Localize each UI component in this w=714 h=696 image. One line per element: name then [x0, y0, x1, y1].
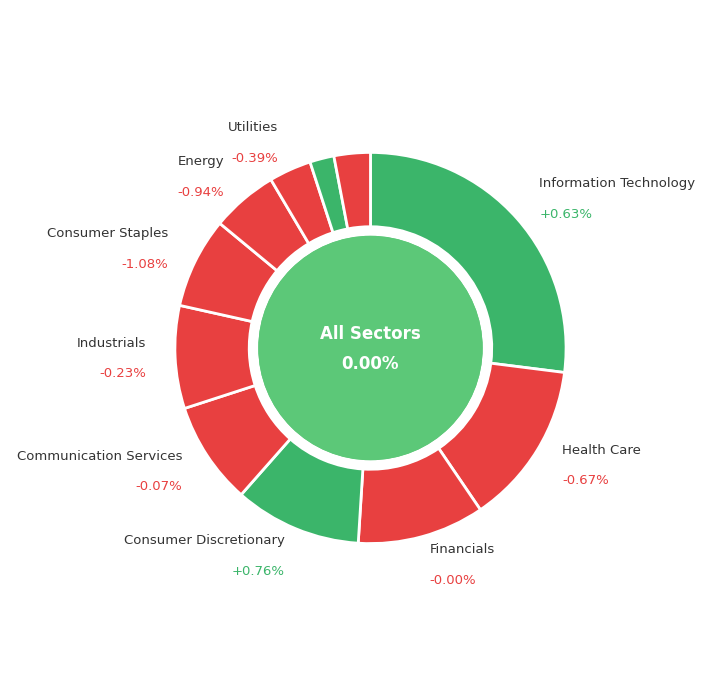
Text: +0.63%: +0.63% [539, 208, 592, 221]
Text: -0.07%: -0.07% [136, 480, 183, 493]
Wedge shape [371, 152, 566, 372]
Text: Energy: Energy [178, 155, 224, 168]
Text: -0.94%: -0.94% [178, 186, 224, 199]
Wedge shape [438, 363, 565, 509]
Text: -0.23%: -0.23% [99, 367, 146, 381]
Text: -1.08%: -1.08% [122, 258, 169, 271]
Wedge shape [175, 306, 255, 409]
Text: +0.76%: +0.76% [231, 564, 284, 578]
Wedge shape [180, 223, 277, 322]
Text: Information Technology: Information Technology [539, 177, 695, 191]
Text: Health Care: Health Care [562, 444, 641, 457]
Wedge shape [334, 152, 371, 229]
Text: -0.00%: -0.00% [430, 574, 476, 587]
Wedge shape [220, 180, 308, 271]
Circle shape [259, 237, 482, 459]
Text: Utilities: Utilities [228, 121, 278, 134]
Text: Industrials: Industrials [76, 337, 146, 350]
Text: Consumer Staples: Consumer Staples [47, 228, 169, 240]
Text: Communication Services: Communication Services [17, 450, 183, 463]
Text: All Sectors: All Sectors [320, 325, 421, 343]
Wedge shape [241, 439, 363, 543]
Text: -0.39%: -0.39% [231, 152, 278, 165]
Circle shape [249, 227, 492, 469]
Wedge shape [310, 156, 348, 232]
Wedge shape [184, 386, 291, 495]
Text: 0.00%: 0.00% [342, 355, 399, 372]
Text: Consumer Discretionary: Consumer Discretionary [124, 534, 284, 547]
Wedge shape [358, 448, 481, 544]
Text: -0.67%: -0.67% [562, 474, 609, 487]
Wedge shape [271, 162, 333, 244]
Circle shape [259, 237, 482, 459]
Text: Financials: Financials [430, 543, 495, 556]
